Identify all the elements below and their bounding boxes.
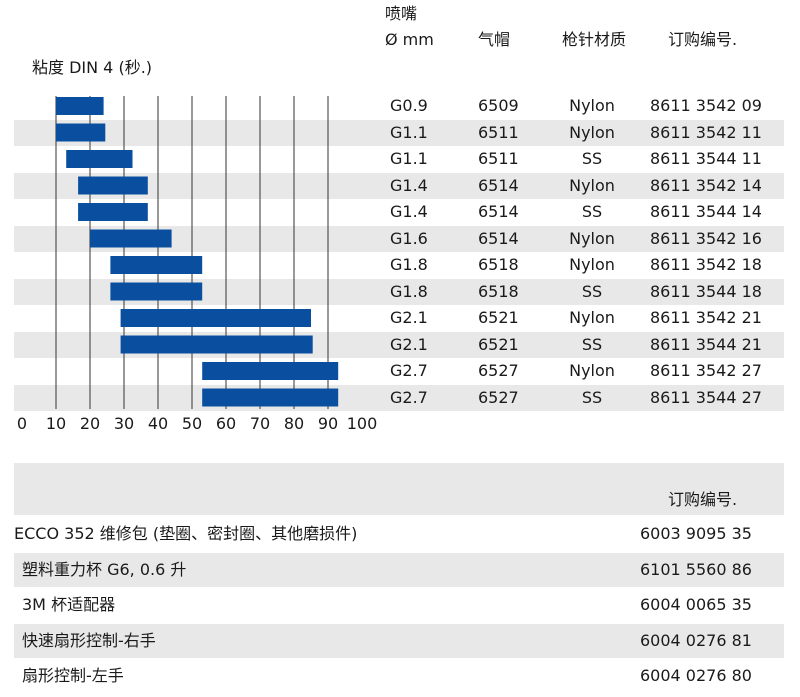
- nozzle-cell: G2.7: [390, 361, 428, 380]
- nozzle-cell: G2.1: [390, 334, 428, 354]
- nozzle-cell: G1.4: [390, 202, 428, 221]
- viscosity-range-bar: [110, 256, 203, 274]
- air-cap-cell: 6521: [478, 308, 519, 327]
- air-cap-cell: 6527: [478, 387, 519, 407]
- order-number-cell: 8611 3544 18: [650, 281, 762, 301]
- air-cap-cell: 6514: [478, 228, 519, 248]
- order-number-cell: 8611 3542 18: [650, 255, 762, 274]
- material-cell: Nylon: [569, 96, 615, 115]
- accessory-order-number: 6004 0276 81: [640, 630, 752, 650]
- nozzle-cell: G1.1: [390, 122, 428, 142]
- material-cell: Nylon: [569, 175, 615, 195]
- order-number-cell: 8611 3544 14: [650, 202, 762, 221]
- order-number-cell: 8611 3544 21: [650, 334, 762, 354]
- viscosity-range-bar: [78, 203, 148, 221]
- x-tick-label: 10: [46, 414, 66, 433]
- accessory-order-number: 6101 5560 86: [640, 559, 752, 579]
- x-tick-label: 100: [347, 414, 378, 433]
- x-tick-label: 40: [148, 414, 168, 433]
- air-cap-cell: 6521: [478, 334, 519, 354]
- x-tick-label: 50: [182, 414, 202, 433]
- nozzle-cell: G1.4: [390, 175, 428, 195]
- air-cap-cell: 6514: [478, 202, 519, 221]
- x-tick-label: 60: [216, 414, 236, 433]
- accessories-order-number-header: 订购编号.: [668, 490, 738, 509]
- nozzle-cell: G0.9: [390, 96, 428, 115]
- order-number-cell: 8611 3542 14: [650, 175, 762, 195]
- air-cap-cell: 6511: [478, 149, 519, 168]
- material-cell: Nylon: [569, 122, 615, 142]
- accessories-header-band: [14, 463, 784, 515]
- accessory-row-stripe: [14, 552, 784, 587]
- needle-material-header: 枪针材质: [562, 30, 627, 49]
- x-tick-label: 80: [284, 414, 304, 433]
- order-number-cell: 8611 3542 09: [650, 96, 762, 115]
- chart-bars: [56, 97, 339, 407]
- viscosity-range-bar: [56, 97, 104, 115]
- viscosity-range-bar: [202, 362, 339, 380]
- material-cell: SS: [581, 281, 603, 301]
- material-cell: Nylon: [569, 228, 615, 248]
- order-number-cell: 8611 3544 27: [650, 387, 762, 407]
- order-number-header: 订购编号.: [668, 30, 738, 49]
- viscosity-range-bar: [66, 150, 133, 168]
- chart-x-ticks: 0 10 20 30 40 50 60 70 80 90 100: [17, 414, 377, 433]
- material-cell: SS: [581, 149, 603, 168]
- accessory-order-number: 6004 0065 35: [640, 595, 752, 614]
- air-cap-cell: 6514: [478, 175, 519, 195]
- material-cell: Nylon: [569, 308, 615, 327]
- order-number-cell: 8611 3542 21: [650, 308, 762, 327]
- air-cap-cell: 6527: [478, 361, 519, 380]
- accessory-label: 3M 杯适配器: [22, 595, 116, 614]
- air-cap-cell: 6511: [478, 122, 519, 142]
- x-tick-label: 90: [318, 414, 338, 433]
- viscosity-range-bar: [120, 335, 313, 354]
- material-cell: SS: [581, 202, 603, 221]
- viscosity-range-bar: [56, 123, 106, 142]
- material-cell: Nylon: [569, 361, 615, 380]
- row-stripe: [14, 384, 784, 411]
- viscosity-range-bar: [110, 282, 203, 301]
- nozzle-cell: G1.6: [390, 228, 428, 248]
- air-cap-cell: 6509: [478, 96, 519, 115]
- nozzle-header-line2: Ø mm: [385, 30, 434, 49]
- nozzle-cell: G1.8: [390, 255, 428, 274]
- air-cap-cell: 6518: [478, 281, 519, 301]
- nozzle-header-line1: 喷嘴: [385, 4, 418, 23]
- material-cell: Nylon: [569, 255, 615, 274]
- air-cap-cell: 6518: [478, 255, 519, 274]
- accessory-order-number: 6003 9095 35: [640, 524, 752, 543]
- accessory-order-number: 6004 0276 80: [640, 666, 752, 685]
- x-tick-label: 70: [250, 414, 270, 433]
- nozzle-cell: G1.1: [390, 149, 428, 168]
- viscosity-axis-title: 粘度 DIN 4 (秒.): [32, 58, 153, 77]
- order-number-cell: 8611 3542 11: [650, 122, 762, 142]
- chart-gridlines: [55, 96, 329, 409]
- accessory-row-stripe: [14, 623, 784, 658]
- viscosity-range-bar: [202, 388, 339, 407]
- nozzle-cell: G2.1: [390, 308, 428, 327]
- viscosity-range-bar: [120, 309, 311, 327]
- accessory-label: ECCO 352 维修包 (垫圈、密封圈、其他磨损件): [14, 524, 358, 543]
- nozzle-cell: G2.7: [390, 387, 428, 407]
- material-cell: SS: [581, 387, 603, 407]
- air-cap-header: 气帽: [478, 30, 511, 49]
- row-stripe: [14, 119, 784, 146]
- accessory-label: 扇形控制-左手: [22, 666, 124, 685]
- nozzle-cell: G1.8: [390, 281, 428, 301]
- order-number-cell: 8611 3542 16: [650, 228, 762, 248]
- x-tick-label: 0: [17, 414, 27, 433]
- accessory-label: 塑料重力杯 G6, 0.6 升: [22, 559, 187, 579]
- x-tick-label: 30: [114, 414, 134, 433]
- x-tick-label: 20: [80, 414, 100, 433]
- order-number-cell: 8611 3544 11: [650, 149, 762, 168]
- accessory-label: 快速扇形控制-右手: [22, 630, 156, 650]
- viscosity-range-bar: [78, 176, 148, 195]
- order-number-cell: 8611 3542 27: [650, 361, 762, 380]
- viscosity-range-chart: 0 10 20 30 40 50 60 70 80 90 100: [17, 96, 377, 433]
- viscosity-range-bar: [90, 229, 172, 248]
- material-cell: SS: [581, 334, 603, 354]
